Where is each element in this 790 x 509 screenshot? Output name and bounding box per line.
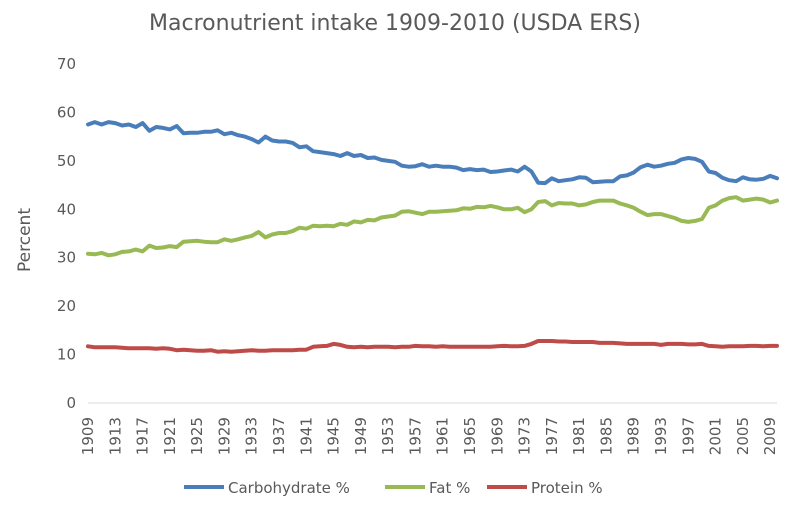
- y-axis-label: Percent: [15, 208, 35, 272]
- y-tick-label: 60: [57, 103, 76, 121]
- x-tick-label: 2009: [761, 417, 779, 455]
- series-line-fat: [86, 195, 779, 258]
- x-tick-label: 1957: [406, 417, 424, 455]
- y-tick-label: 40: [57, 200, 76, 218]
- x-tick-label: 1909: [79, 417, 97, 455]
- y-tick-label: 70: [57, 55, 76, 73]
- x-tick-label: 1953: [379, 417, 397, 455]
- legend-label: Carbohydrate %: [228, 479, 350, 497]
- x-tick-label: 1961: [434, 417, 452, 455]
- x-tick-label: 1965: [461, 417, 479, 455]
- x-tick-label: 1969: [488, 417, 506, 455]
- y-tick-label: 20: [57, 297, 76, 315]
- y-tick-label: 50: [57, 152, 76, 170]
- x-tick-label: 1917: [134, 417, 152, 455]
- x-tick-label: 1921: [161, 417, 179, 455]
- x-tick-label: 1989: [625, 417, 643, 455]
- legend-label: Fat %: [429, 479, 470, 497]
- series-line-carbohydrate: [86, 120, 779, 186]
- x-tick-label: 1937: [270, 417, 288, 455]
- x-tick-label: 1985: [597, 417, 615, 455]
- y-tick-label: 10: [57, 346, 76, 364]
- series-line-protein: [86, 339, 779, 354]
- x-tick-label: 1997: [679, 417, 697, 455]
- x-tick-label: 1973: [516, 417, 534, 455]
- x-tick-label: 1945: [325, 417, 343, 455]
- x-tick-label: 1993: [652, 417, 670, 455]
- y-tick-label: 30: [57, 249, 76, 267]
- x-tick-label: 2001: [707, 417, 725, 455]
- x-tick-label: 1925: [188, 417, 206, 455]
- x-axis-ticks: 1909 1913 1917 1921 1925 1929 1933 1937 1941 1945…: [79, 417, 779, 455]
- x-tick-label: 2005: [734, 417, 752, 455]
- legend: Carbohydrate % Fat % Protein %: [184, 479, 603, 497]
- x-tick-label: 1949: [352, 417, 370, 455]
- y-axis-ticks: 0 10 20 30 40 50 60 70: [57, 55, 76, 412]
- x-tick-label: 1941: [297, 417, 315, 455]
- y-tick-label: 0: [66, 394, 76, 412]
- chart-title: Macronutrient intake 1909-2010 (USDA ERS…: [149, 11, 641, 36]
- x-tick-label: 1981: [570, 417, 588, 455]
- x-tick-label: 1913: [106, 417, 124, 455]
- x-tick-label: 1929: [215, 417, 233, 455]
- series-lines: [86, 120, 779, 354]
- legend-label: Protein %: [531, 479, 603, 497]
- x-tick-label: 1933: [243, 417, 261, 455]
- x-tick-label: 1977: [543, 417, 561, 455]
